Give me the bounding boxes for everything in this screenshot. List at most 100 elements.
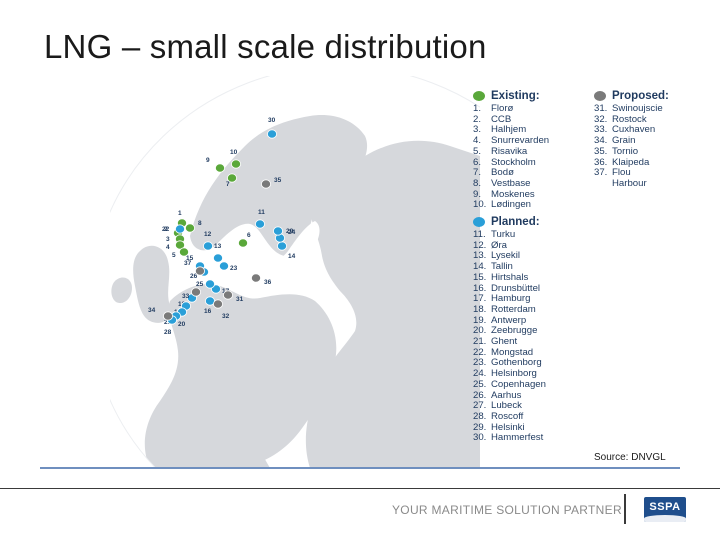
map-land-uk [133,245,171,323]
legend-item-number: 5. [473,145,482,157]
legend-item-name: Mongstad [491,346,534,358]
map-marker-label: 29 [286,228,294,235]
map-marker-existing [227,173,238,183]
legend-item-name: Roscoff [491,410,524,422]
map-marker-label: 5 [172,252,176,259]
legend-item-number: 16. [473,282,487,294]
slide-title: LNG – small scale distribution [44,28,487,65]
legend-item-number: 13. [473,250,487,262]
legend-existing-list: 1. Florø 2. CCB 3. Halhjem 4. Snurrevarden 5. Ris… [473,103,550,211]
map-marker-existing [231,159,242,169]
map-marker-label: 2 [164,226,168,233]
map-marker-label: 7 [226,181,230,188]
map-land-east [305,140,480,468]
legend-item-name: Moskenes [491,188,535,200]
sspa-logo: SSPA [644,497,686,522]
map-marker-label: 6 [247,232,251,239]
legend-item-name: Rotterdam [491,303,536,315]
existing-dot-icon [473,91,485,101]
proposed-dot-icon [594,91,606,101]
map-marker-label: 12 [204,231,212,238]
legend-item: 21. Ghent [473,336,549,348]
legend-item-name: Snurrevarden [491,135,550,147]
map-marker-label: 28 [164,329,172,336]
legend-item-number: 17. [473,293,487,305]
map-marker-label: 10 [230,149,238,156]
legend-item-number: 12. [473,239,487,251]
map-land-scandinavia [190,115,368,257]
map-marker-planned [272,226,283,236]
legend-item: 2. CCB [473,113,549,126]
legend-existing-heading-text: Existing: [491,90,540,102]
map-marker-proposed [195,266,206,276]
legend-item-number: 31. [594,103,608,114]
legend-item: 3. Halhjem [473,125,549,136]
legend-item-name: Bodø [491,167,514,179]
map-marker-label: 23 [230,265,238,272]
legend-existing-planned: Existing: 1. Florø 2. CCB 3. Halhjem 4. Snurrev… [473,88,549,444]
legend-item-name: Aarhus [491,389,522,401]
legend-item: 7. Bodø [473,167,549,179]
legend-item-name: Gothenborg [491,357,542,369]
legend-item-number: 24. [473,368,487,380]
map-marker-label: 3 [166,236,170,243]
legend-item-name: Helsinborg [491,368,537,380]
legend-item-number: 27. [473,400,487,412]
legend-item-number: 29. [473,421,487,433]
legend-item: 20. Zeebrugge [473,326,549,337]
map-marker-planned [276,241,287,251]
legend-item: 28. Roscoff [473,410,549,423]
map-baltic [259,221,320,293]
legend-existing-heading: Existing: [473,88,549,104]
map-marker-existing [215,163,226,173]
map-marker-label: 13 [214,243,222,250]
legend-item: 17. Hamburg [473,293,549,305]
map-marker-label: 22 [162,226,170,233]
map-marker-label: 14 [288,253,296,260]
planned-dot-icon [473,217,485,228]
legend-item: 23. Gothenborg [473,358,549,369]
legend-item: 8. Vestbase [473,178,549,190]
legend-item: 27. Lubeck [473,400,549,412]
legend-item-name: Flou [612,167,631,179]
divider-blue [40,467,680,469]
legend-item-name: Copenhagen [491,378,546,390]
legend-item-name: Hamburg [491,293,531,305]
legend-proposed: Proposed: 31. Swinoujscie 32. Rostock 33. Cux… [594,88,669,190]
legend-item-name: Tallin [491,261,513,273]
legend-item: 13. Lysekil [473,251,549,262]
map-marker-label: 24 [288,229,296,236]
legend-item-number: 33. [594,124,608,136]
map-marker-planned [203,241,214,251]
marker-layer: 1234567891011121314151617181920212223242… [148,117,296,336]
map-marker-label: 9 [206,157,210,164]
legend-planned-heading-text: Planned: [491,216,540,229]
legend-item-number: 28. [473,410,487,422]
legend-item: 14. Tallin [473,261,549,273]
legend-proposed-list: 31. Swinoujscie 32. Rostock 33. Cuxhaven 34. Gr… [594,103,669,190]
legend-item-name: Swinoujscie [612,103,663,114]
legend-item-number: 4. [473,135,482,147]
map-marker-label: 30 [268,117,276,124]
legend-item-name: Zeebrugge [491,325,538,337]
legend-item-number: 14. [473,261,487,273]
map-marker-planned [205,279,216,289]
map-marker-planned [175,224,186,234]
map-marker-label: 34 [148,307,156,314]
legend-item: 37. Flou [594,167,669,179]
legend-item: 35. Tornio [594,145,669,158]
legend-item-number: 23. [473,357,487,369]
legend-item-name: Antwerp [491,314,527,326]
map-marker-existing [237,238,248,248]
legend-item-name: CCB [491,113,512,125]
legend-item: 10. Lødingen [473,199,549,211]
legend-item-name: Tornio [612,145,639,157]
legend-planned-list: 11. Turku 12. Øra 13. Lysekil 14. Tallin 15. Hirt… [473,229,549,444]
legend-item: 29. Helsinki [473,421,549,434]
legend-item-name: Helsinki [491,421,525,433]
map-marker-label: 32 [222,313,230,320]
legend-item-name: Hammerfest [491,432,544,444]
legend-item-number: 34. [594,135,608,147]
legend-item-number: 9. [473,188,482,200]
legend-item-name: Grain [612,135,636,147]
